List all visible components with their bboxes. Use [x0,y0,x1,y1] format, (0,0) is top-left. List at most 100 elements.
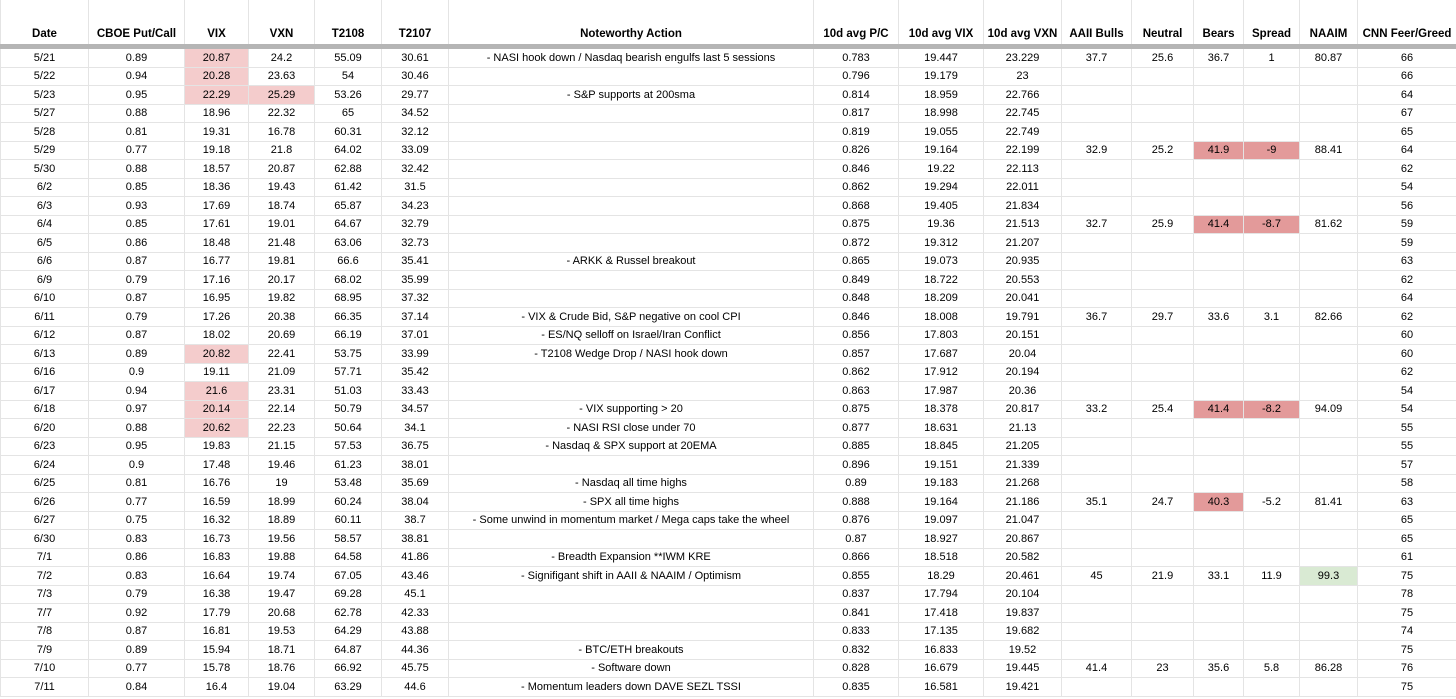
cell[interactable]: 19.04 [248,677,315,697]
cell[interactable]: 23.31 [248,381,315,401]
cell[interactable]: 0.862 [813,362,899,382]
cell[interactable]: 60.11 [314,510,382,530]
cell[interactable]: 20.461 [983,566,1062,586]
cell[interactable] [1061,288,1132,308]
cell[interactable]: 81.41 [1299,492,1358,512]
cell[interactable]: 0.77 [88,492,185,512]
cell[interactable]: 34.23 [381,196,449,216]
cell[interactable]: 34.52 [381,103,449,123]
cell[interactable] [1299,529,1358,549]
cell[interactable]: 62.88 [314,159,382,179]
cell[interactable] [1193,418,1244,438]
cell[interactable]: 18.36 [184,177,249,197]
cell[interactable]: 64 [1357,85,1456,105]
cell[interactable]: 44.6 [381,677,449,697]
cell[interactable] [1243,529,1300,549]
cell[interactable]: 16.679 [898,658,984,678]
cell[interactable] [1299,177,1358,197]
cell[interactable] [1131,381,1194,401]
cell[interactable]: 38.04 [381,492,449,512]
cell[interactable]: 7/9 [0,640,89,660]
cell[interactable]: 64.29 [314,621,382,641]
cell[interactable]: 21.513 [983,214,1062,234]
cell[interactable]: 45 [1061,566,1132,586]
cell[interactable]: 19.47 [248,584,315,604]
cell[interactable]: 18.959 [898,85,984,105]
cell[interactable]: 7/7 [0,603,89,623]
cell[interactable] [1131,122,1194,142]
cell[interactable]: 21.48 [248,233,315,253]
cell[interactable]: 17.69 [184,196,249,216]
cell[interactable]: 18.518 [898,547,984,567]
cell[interactable]: 0.877 [813,418,899,438]
cell[interactable] [1131,177,1194,197]
column-header-noteworthy-action[interactable]: Noteworthy Action [448,0,814,49]
cell[interactable]: 0.848 [813,288,899,308]
cell[interactable]: 0.87 [88,251,185,271]
cell[interactable]: 22.745 [983,103,1062,123]
cell[interactable]: 0.826 [813,140,899,160]
cell[interactable]: 37.7 [1061,46,1132,68]
cell[interactable]: 21.8 [248,140,315,160]
cell[interactable]: 24.7 [1131,492,1194,512]
cell[interactable]: 18.02 [184,325,249,345]
cell[interactable]: 25.9 [1131,214,1194,234]
cell[interactable]: 0.87 [88,621,185,641]
cell[interactable]: 0.846 [813,159,899,179]
cell[interactable]: 5/29 [0,140,89,160]
cell[interactable]: 86.28 [1299,658,1358,678]
cell[interactable] [1299,640,1358,660]
column-header-naaim[interactable]: NAAIM [1299,0,1358,49]
cell[interactable]: 67 [1357,103,1456,123]
cell[interactable]: 0.89 [88,46,185,68]
cell[interactable] [1243,196,1300,216]
cell[interactable] [1243,473,1300,493]
cell[interactable] [1243,584,1300,604]
cell[interactable] [448,529,814,549]
cell[interactable] [1299,677,1358,697]
cell[interactable]: 0.876 [813,510,899,530]
cell[interactable]: -9 [1243,140,1300,160]
cell[interactable]: 21.047 [983,510,1062,530]
cell[interactable] [1061,251,1132,271]
cell[interactable] [1299,473,1358,493]
cell[interactable]: 25.4 [1131,399,1194,419]
cell[interactable]: 7/11 [0,677,89,697]
cell[interactable]: 6/12 [0,325,89,345]
cell[interactable]: -8.2 [1243,399,1300,419]
cell[interactable]: 33.09 [381,140,449,160]
cell[interactable] [1299,603,1358,623]
cell[interactable]: 0.84 [88,677,185,697]
cell[interactable]: 20.151 [983,325,1062,345]
cell[interactable] [1193,529,1244,549]
cell[interactable]: 0.832 [813,640,899,660]
cell[interactable]: 88.41 [1299,140,1358,160]
cell[interactable] [1299,344,1358,364]
cell[interactable]: 62 [1357,270,1456,290]
cell[interactable] [1131,584,1194,604]
cell[interactable] [1061,584,1132,604]
cell[interactable] [1061,473,1132,493]
cell[interactable]: 19.22 [898,159,984,179]
cell[interactable]: 22.766 [983,85,1062,105]
cell[interactable]: 19.312 [898,233,984,253]
cell[interactable] [1243,177,1300,197]
cell[interactable] [1299,159,1358,179]
cell[interactable]: 6/18 [0,399,89,419]
cell[interactable] [1299,362,1358,382]
cell[interactable]: 6/13 [0,344,89,364]
cell[interactable]: 0.89 [88,640,185,660]
cell[interactable]: 7/1 [0,547,89,567]
cell[interactable] [448,122,814,142]
cell[interactable] [1243,122,1300,142]
cell[interactable] [1193,159,1244,179]
cell[interactable]: 19.447 [898,46,984,68]
cell[interactable]: - VIX supporting > 20 [448,399,814,419]
cell[interactable] [1243,159,1300,179]
column-header-10d-avg-p-c[interactable]: 10d avg P/C [813,0,899,49]
cell[interactable]: 5.8 [1243,658,1300,678]
cell[interactable] [1193,677,1244,697]
cell[interactable]: 23.63 [248,66,315,86]
cell[interactable]: 0.97 [88,399,185,419]
column-header-t2108[interactable]: T2108 [314,0,382,49]
